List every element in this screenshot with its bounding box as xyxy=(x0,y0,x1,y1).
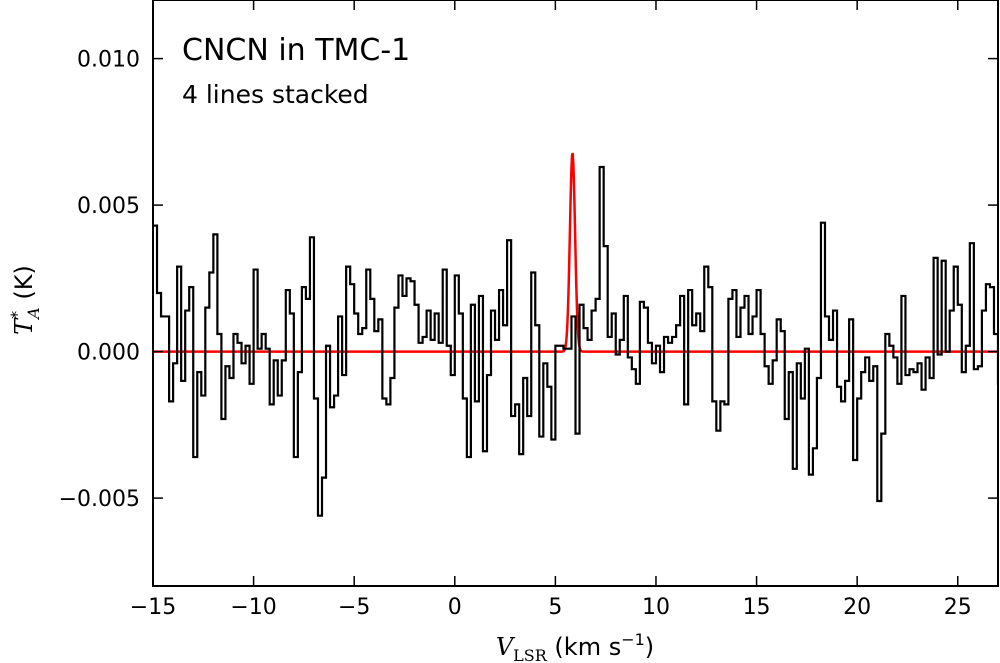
y-axis: −0.005 0.000 0.005 0.010 xyxy=(59,48,998,512)
x-tick-label: 15 xyxy=(743,595,771,620)
plot-frame xyxy=(152,0,999,587)
x-tick-label: 25 xyxy=(944,595,972,620)
annotation-title: CNCN in TMC-1 xyxy=(182,33,410,68)
y-tick-label: −0.005 xyxy=(59,487,140,512)
x-tick-label: 0 xyxy=(448,595,462,620)
x-tick-label: −5 xyxy=(338,595,370,620)
y-tick-label: 0.000 xyxy=(77,341,140,366)
y-tick-label: 0.010 xyxy=(77,48,140,73)
x-axis-label: VLSR (km s−1) xyxy=(496,630,654,663)
series-spectrum-line xyxy=(153,165,998,517)
x-tick-label: −10 xyxy=(230,595,276,620)
y-axis-label: T*A (K) xyxy=(7,265,43,335)
x-tick-label: 20 xyxy=(843,595,871,620)
y-tick-label: 0.005 xyxy=(77,194,140,219)
plot-area xyxy=(153,152,998,517)
annotation-subtitle: 4 lines stacked xyxy=(182,80,369,109)
x-tick-label: −15 xyxy=(130,595,176,620)
x-axis: −15 −10 −5 0 5 10 15 20 25 xyxy=(130,0,972,620)
x-tick-label: 10 xyxy=(642,595,670,620)
x-tick-label: 5 xyxy=(548,595,562,620)
